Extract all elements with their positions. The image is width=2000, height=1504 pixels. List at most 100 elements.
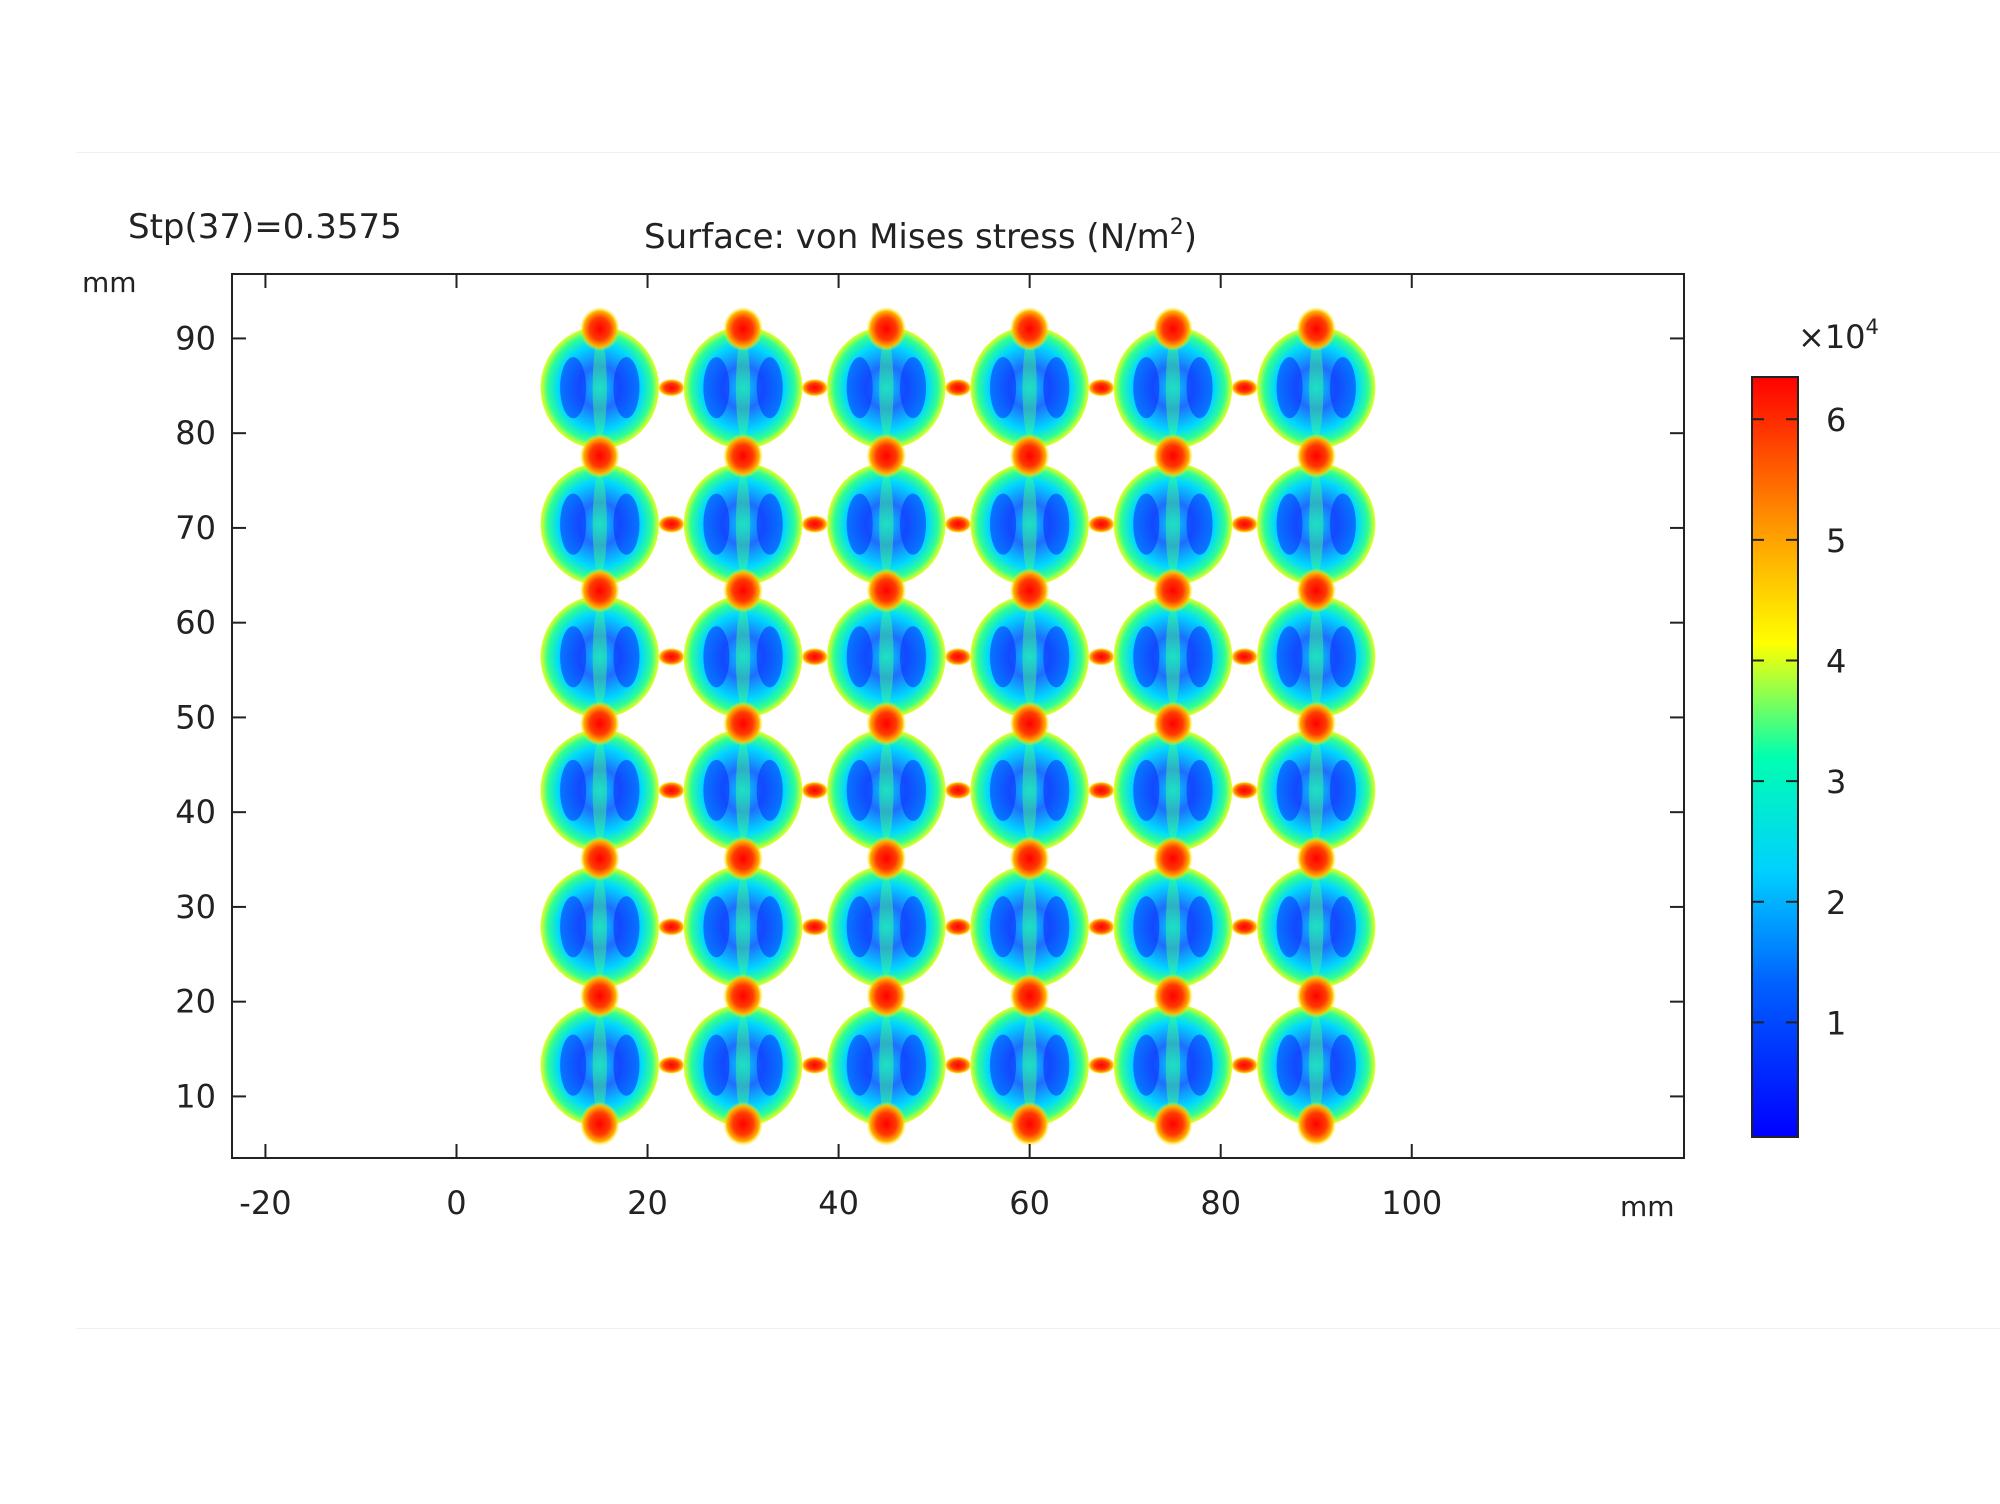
- colorbar-tick-label: 5: [1826, 522, 1846, 560]
- x-tick-label: 40: [818, 1184, 859, 1222]
- lattice-cell: [683, 326, 803, 449]
- low-stress-patch: [1276, 493, 1303, 555]
- low-stress-patch: [1329, 626, 1356, 688]
- y-tick-label: 10: [175, 1077, 216, 1115]
- stress-band: [1022, 335, 1037, 440]
- stress-hotspot: [866, 701, 907, 746]
- low-stress-patch: [703, 626, 730, 688]
- low-stress-patch: [1329, 357, 1356, 419]
- low-stress-patch: [1133, 896, 1160, 958]
- lattice-cell: [970, 865, 1089, 988]
- stress-band: [879, 874, 894, 979]
- stress-hotspot: [723, 306, 764, 351]
- x-tick-label: 60: [1009, 1184, 1050, 1222]
- stress-band: [592, 738, 607, 843]
- bottom-divider: [76, 1328, 2000, 1329]
- lattice-cell: [540, 595, 660, 718]
- stress-band: [592, 604, 607, 709]
- y-tick-label: 30: [175, 888, 216, 926]
- low-stress-patch: [1186, 1034, 1213, 1096]
- stress-hotspot-small: [657, 781, 686, 800]
- x-axis-ticks: -20 0 20 40 60 80 100: [239, 274, 1442, 1222]
- stress-band: [1309, 738, 1324, 843]
- low-stress-patch: [899, 759, 927, 821]
- stress-hotspot: [866, 1101, 907, 1146]
- low-stress-patch: [989, 357, 1017, 419]
- stress-hotspot-small: [657, 378, 686, 397]
- low-stress-patch: [1186, 493, 1213, 555]
- stress-hotspot-small: [944, 1056, 972, 1075]
- low-stress-patch: [613, 626, 640, 688]
- title-superscript: 2: [1170, 215, 1184, 240]
- colorbar-tick-label: 1: [1826, 1004, 1846, 1042]
- low-stress-patch: [1276, 626, 1303, 688]
- stress-hotspot-small: [800, 515, 829, 534]
- lattice-cell: [970, 326, 1089, 449]
- lattice-cell: [1113, 595, 1233, 718]
- low-stress-patch: [1329, 1034, 1356, 1096]
- stress-band: [592, 1013, 607, 1118]
- stress-hotspot: [1296, 701, 1337, 746]
- low-stress-patch: [846, 493, 873, 555]
- stress-band: [879, 472, 894, 577]
- low-stress-patch: [756, 759, 783, 821]
- low-stress-patch: [1186, 357, 1213, 419]
- lattice-cell: [1256, 463, 1376, 586]
- stress-band: [1165, 472, 1181, 577]
- stress-hotspot-small: [657, 647, 686, 666]
- low-stress-patch: [1043, 1034, 1070, 1096]
- stress-hotspot: [1009, 836, 1050, 881]
- stress-hotspot: [1009, 1101, 1050, 1146]
- low-stress-patch: [846, 357, 873, 419]
- stress-hotspot-small: [1087, 515, 1116, 534]
- low-stress-patch: [756, 1034, 783, 1096]
- stress-hotspot-small: [657, 515, 686, 534]
- low-stress-patch: [899, 626, 927, 688]
- stress-band: [879, 604, 894, 709]
- low-stress-patch: [846, 1034, 873, 1096]
- y-unit-label: mm: [82, 266, 137, 299]
- stress-band: [879, 738, 894, 843]
- colorbar-tick-label: 4: [1826, 642, 1846, 680]
- low-stress-patch: [613, 493, 640, 555]
- low-stress-patch: [1186, 896, 1213, 958]
- lattice-cell: [540, 729, 660, 852]
- low-stress-patch: [560, 493, 587, 555]
- stress-hotspot: [579, 1101, 620, 1146]
- lattice-cell: [683, 595, 803, 718]
- stress-hotspot-small: [1230, 515, 1259, 534]
- colorbar-exponent: 4: [1866, 315, 1879, 339]
- stress-hotspot: [723, 701, 764, 746]
- stress-hotspot: [1009, 973, 1050, 1018]
- stress-hotspot-small: [657, 917, 686, 936]
- low-stress-patch: [1043, 357, 1070, 419]
- stress-band: [1165, 335, 1181, 440]
- x-tick-label: -20: [239, 1184, 291, 1222]
- stress-hotspot: [866, 836, 907, 881]
- lattice-cell: [1256, 865, 1376, 988]
- low-stress-patch: [989, 493, 1017, 555]
- stress-hotspot: [1009, 701, 1050, 746]
- lattice-cell: [970, 463, 1089, 586]
- stress-band: [735, 604, 751, 709]
- stress-hotspot: [723, 433, 764, 478]
- lattice-cell: [1256, 729, 1376, 852]
- stress-hotspot-small: [800, 378, 829, 397]
- top-divider: [76, 152, 2000, 153]
- stress-band: [1165, 874, 1181, 979]
- low-stress-patch: [1133, 493, 1160, 555]
- stress-hotspot-small: [944, 647, 972, 666]
- stress-hotspot-small: [800, 1056, 829, 1075]
- low-stress-patch: [560, 626, 587, 688]
- low-stress-patch: [560, 759, 587, 821]
- low-stress-patch: [613, 357, 640, 419]
- stress-hotspot: [723, 836, 764, 881]
- low-stress-patch: [899, 357, 927, 419]
- x-tick-label: 100: [1381, 1184, 1442, 1222]
- stress-band: [1165, 1013, 1181, 1118]
- low-stress-patch: [1276, 896, 1303, 958]
- x-tick-label: 0: [446, 1184, 466, 1222]
- lattice-cell: [540, 1004, 660, 1127]
- stress-hotspot: [1296, 836, 1337, 881]
